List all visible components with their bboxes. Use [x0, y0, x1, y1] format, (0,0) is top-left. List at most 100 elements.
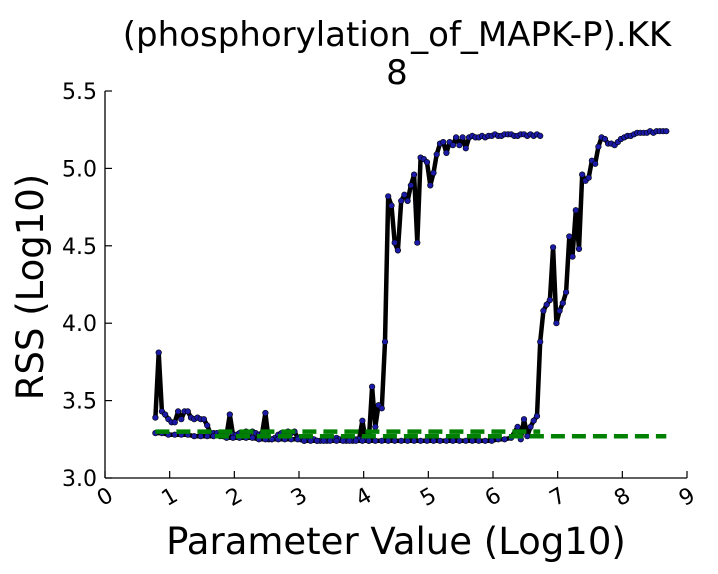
data-point	[178, 416, 185, 423]
data-point	[423, 437, 431, 444]
x-tick-label: 3	[287, 483, 312, 512]
x-axis-label: Parameter Value (Log10)	[166, 520, 626, 563]
y-tick-label: 3.5	[62, 390, 97, 415]
data-point	[417, 437, 424, 444]
data-point	[423, 159, 431, 166]
data-point	[398, 197, 405, 204]
x-tick-label: 5	[416, 483, 441, 512]
x-tick-label: 9	[675, 483, 700, 512]
data-point	[333, 437, 340, 444]
data-point	[436, 437, 444, 444]
y-tick-label: 4.5	[62, 235, 97, 260]
plot-axes	[104, 90, 688, 479]
data-point	[339, 437, 347, 444]
data-point	[404, 437, 411, 444]
data-point	[595, 143, 602, 150]
data-point	[372, 423, 379, 431]
data-point	[553, 320, 560, 327]
data-point	[488, 437, 495, 444]
data-point	[197, 433, 204, 440]
data-point	[537, 338, 544, 345]
data-point	[430, 437, 437, 444]
data-point	[307, 437, 314, 444]
series-line-1	[153, 132, 542, 444]
data-point	[456, 437, 463, 444]
data-point	[385, 193, 392, 200]
data-point	[401, 191, 408, 198]
data-point	[592, 160, 599, 167]
data-point	[391, 437, 398, 444]
data-point	[204, 422, 211, 429]
data-point	[427, 182, 434, 189]
x-tick-label: 4	[352, 483, 377, 512]
data-point	[443, 437, 450, 444]
data-point	[404, 197, 411, 204]
data-point	[398, 437, 405, 444]
data-point	[533, 413, 541, 420]
data-point	[572, 207, 579, 214]
data-point	[575, 245, 583, 252]
data-point	[663, 128, 670, 135]
data-point	[449, 142, 457, 149]
data-point	[537, 132, 544, 139]
data-point	[440, 139, 447, 146]
data-point	[414, 239, 421, 246]
x-tick-label: 7	[546, 483, 571, 512]
data-point	[191, 433, 198, 440]
data-point	[559, 300, 566, 307]
data-point	[579, 171, 586, 178]
data-point	[359, 437, 366, 444]
x-tick-label: 6	[481, 483, 506, 512]
data-point	[562, 289, 570, 296]
data-point	[378, 437, 385, 444]
data-point	[540, 307, 547, 314]
data-point	[171, 431, 178, 438]
y-tick-label: 5.5	[62, 80, 97, 105]
data-point	[204, 433, 211, 440]
data-point	[262, 409, 269, 417]
data-point	[459, 134, 466, 141]
data-point	[430, 169, 437, 177]
data-point	[462, 437, 469, 444]
y-tick-label: 5.0	[62, 157, 97, 182]
data-point	[385, 437, 392, 444]
data-point	[546, 296, 554, 304]
data-point	[549, 244, 557, 251]
data-point	[162, 411, 169, 418]
data-point	[171, 419, 178, 426]
data-point	[381, 338, 389, 345]
data-point	[514, 423, 521, 431]
data-point	[433, 151, 440, 158]
x-tick-label: 8	[610, 483, 635, 512]
data-point	[449, 437, 457, 444]
data-point	[378, 405, 385, 412]
data-point	[556, 307, 563, 314]
data-point	[411, 171, 418, 178]
data-point	[369, 383, 376, 390]
data-point	[407, 182, 415, 189]
data-point	[585, 174, 592, 181]
data-point	[443, 149, 450, 156]
data-point	[456, 142, 463, 149]
y-axis-label: RSS (Log10)	[9, 174, 52, 400]
data-point	[462, 145, 469, 152]
data-point	[569, 253, 576, 260]
data-point	[543, 301, 550, 308]
data-point	[175, 408, 182, 415]
y-tick-label: 4.0	[62, 312, 97, 337]
data-point	[320, 437, 327, 444]
data-point	[411, 437, 418, 444]
data-point	[184, 408, 191, 415]
data-point	[301, 437, 308, 444]
data-point	[388, 202, 395, 209]
data-point	[226, 411, 233, 418]
data-point	[391, 239, 398, 246]
data-point	[365, 437, 372, 444]
data-point	[372, 437, 379, 444]
data-point	[326, 437, 334, 444]
x-tick-label: 2	[222, 483, 247, 512]
plot-series	[152, 128, 670, 444]
data-point	[501, 436, 508, 443]
data-point	[566, 233, 573, 240]
